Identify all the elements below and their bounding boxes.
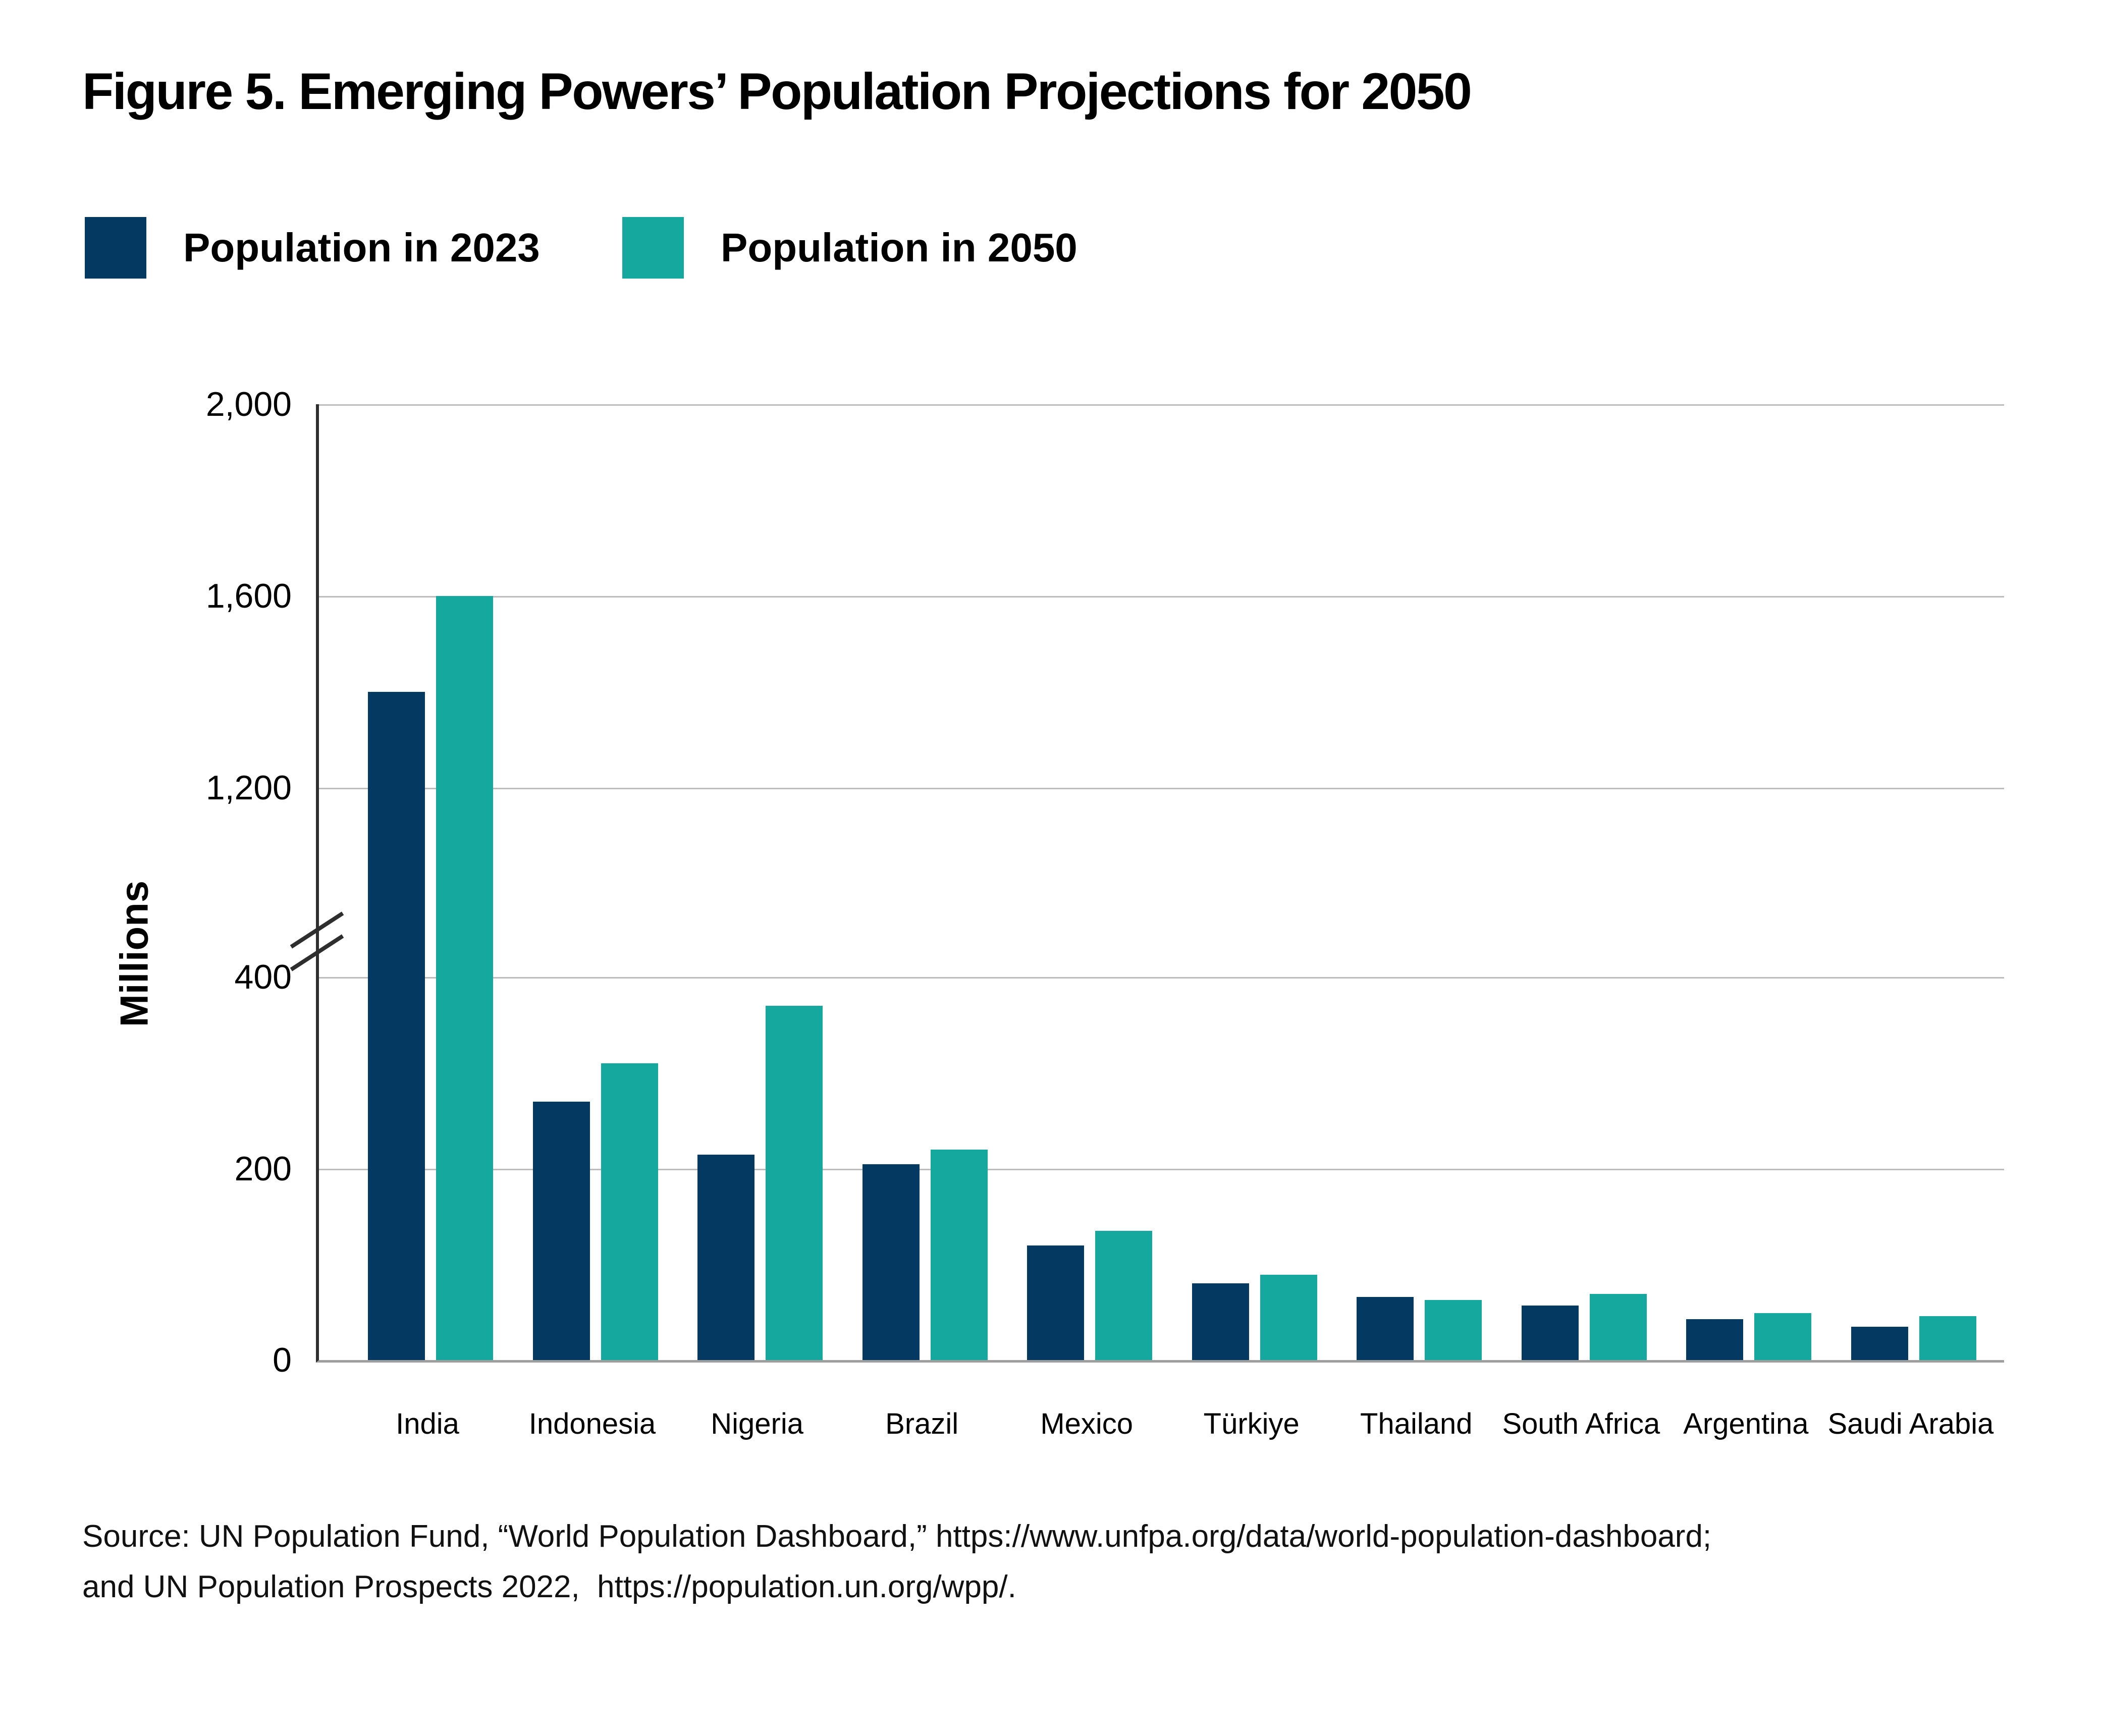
legend-label-2023: Population in 2023 [183,225,540,270]
bar-india-2050 [436,596,493,1360]
figure-title: Figure 5. Emerging Powers’ Population Pr… [82,63,1472,120]
x-label-nigeria: Nigeria [711,1407,803,1440]
x-label-argentina: Argentina [1683,1407,1809,1440]
x-label-india: India [396,1407,459,1440]
bar-argentina-2050 [1754,1313,1812,1360]
x-label-türkiye: Türkiye [1203,1407,1300,1440]
bar-mexico-2050 [1095,1231,1153,1360]
gridline-1200 [319,788,2004,789]
legend-swatch-2050-icon [622,217,684,279]
y-tick-1200: 1,200 [205,769,292,807]
bar-brazil-2050 [930,1150,988,1360]
bar-indonesia-2050 [601,1063,658,1360]
y-tick-0: 0 [273,1341,292,1379]
bar-thailand-2050 [1425,1299,1482,1360]
gridline-1600 [319,596,2004,598]
legend-item-2050: Population in 2050 [622,217,1077,279]
legend-label-2050: Population in 2050 [721,225,1077,270]
x-label-brazil: Brazil [885,1407,959,1440]
bar-türkiye-2050 [1260,1275,1317,1360]
source-line: and UN Population Prospects 2022, https:… [82,1569,1016,1605]
gridline-200 [319,1169,2004,1170]
x-label-indonesia: Indonesia [528,1407,656,1440]
x-label-saudi-arabia: Saudi Arabia [1827,1407,1994,1440]
bar-india-2023 [368,692,425,1360]
bar-brazil-2023 [862,1164,920,1360]
y-tick-200: 200 [234,1150,292,1188]
y-axis-title: Millions [112,880,156,1027]
bar-saudi-arabia-2050 [1919,1316,1976,1360]
y-tick-400: 400 [234,958,292,996]
x-label-mexico: Mexico [1040,1407,1134,1440]
gridline-400 [319,977,2004,979]
legend: Population in 2023 Population in 2050 [85,217,1599,279]
source-note: Source: UN Population Fund, “World Popul… [82,1511,1711,1613]
bar-indonesia-2023 [532,1102,590,1360]
plot-area [316,404,2004,1363]
legend-item-2023: Population in 2023 [85,217,540,279]
y-tick-1600: 1,600 [205,577,292,615]
bar-türkiye-2023 [1192,1283,1249,1360]
bar-nigeria-2023 [697,1154,755,1360]
bar-nigeria-2050 [766,1006,823,1360]
bar-argentina-2023 [1686,1319,1744,1360]
x-label-thailand: Thailand [1360,1407,1473,1440]
y-tick-2000: 2,000 [205,385,292,423]
source-line: Source: UN Population Fund, “World Popul… [82,1519,1712,1554]
x-label-south-africa: South Africa [1502,1407,1660,1440]
gridline-2000 [319,404,2004,406]
bar-saudi-arabia-2023 [1851,1326,1908,1360]
bar-south-africa-2050 [1589,1294,1647,1360]
bar-south-africa-2023 [1521,1306,1579,1360]
legend-swatch-2023-icon [85,217,146,279]
bar-mexico-2023 [1027,1245,1085,1360]
bar-thailand-2023 [1357,1296,1414,1360]
